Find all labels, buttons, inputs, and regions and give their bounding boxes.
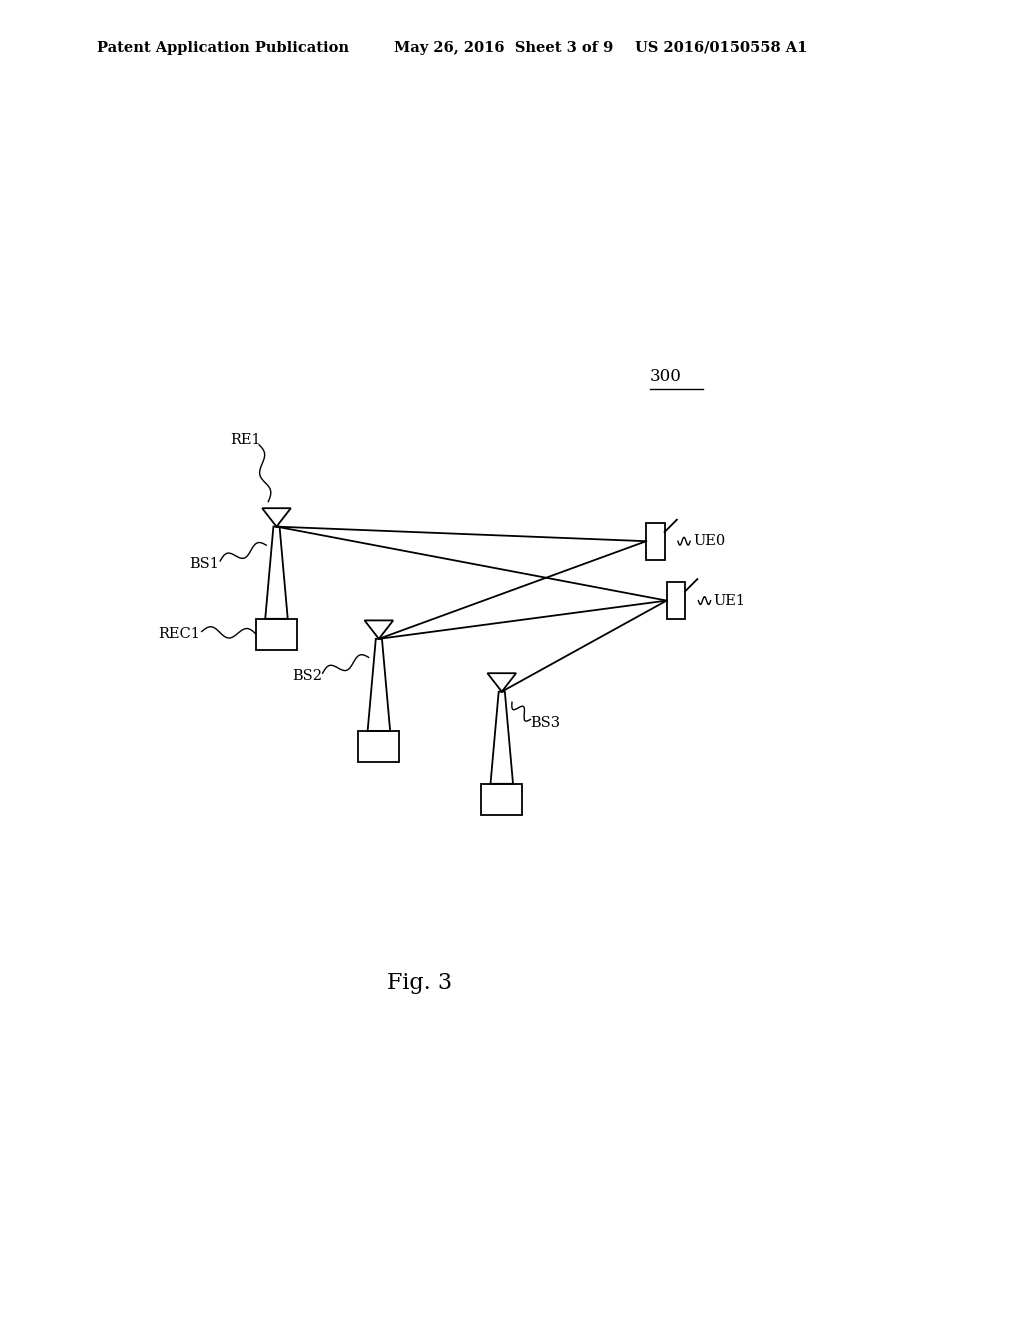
Bar [667, 582, 685, 619]
Text: REC1: REC1 [159, 627, 201, 642]
Text: BS2: BS2 [292, 669, 322, 682]
Text: 300: 300 [650, 368, 682, 384]
Text: Patent Application Publication: Patent Application Publication [97, 41, 349, 54]
Text: BS3: BS3 [530, 717, 560, 730]
Text: UE0: UE0 [693, 535, 725, 548]
Bar [358, 731, 399, 762]
Text: May 26, 2016  Sheet 3 of 9: May 26, 2016 Sheet 3 of 9 [394, 41, 613, 54]
Text: RE1: RE1 [230, 433, 261, 446]
Bar [256, 619, 297, 649]
Text: US 2016/0150558 A1: US 2016/0150558 A1 [635, 41, 807, 54]
Bar [646, 523, 665, 560]
Text: BS1: BS1 [189, 557, 219, 570]
Text: UE1: UE1 [714, 594, 745, 607]
Bar [481, 784, 522, 814]
Text: Fig. 3: Fig. 3 [387, 973, 453, 994]
